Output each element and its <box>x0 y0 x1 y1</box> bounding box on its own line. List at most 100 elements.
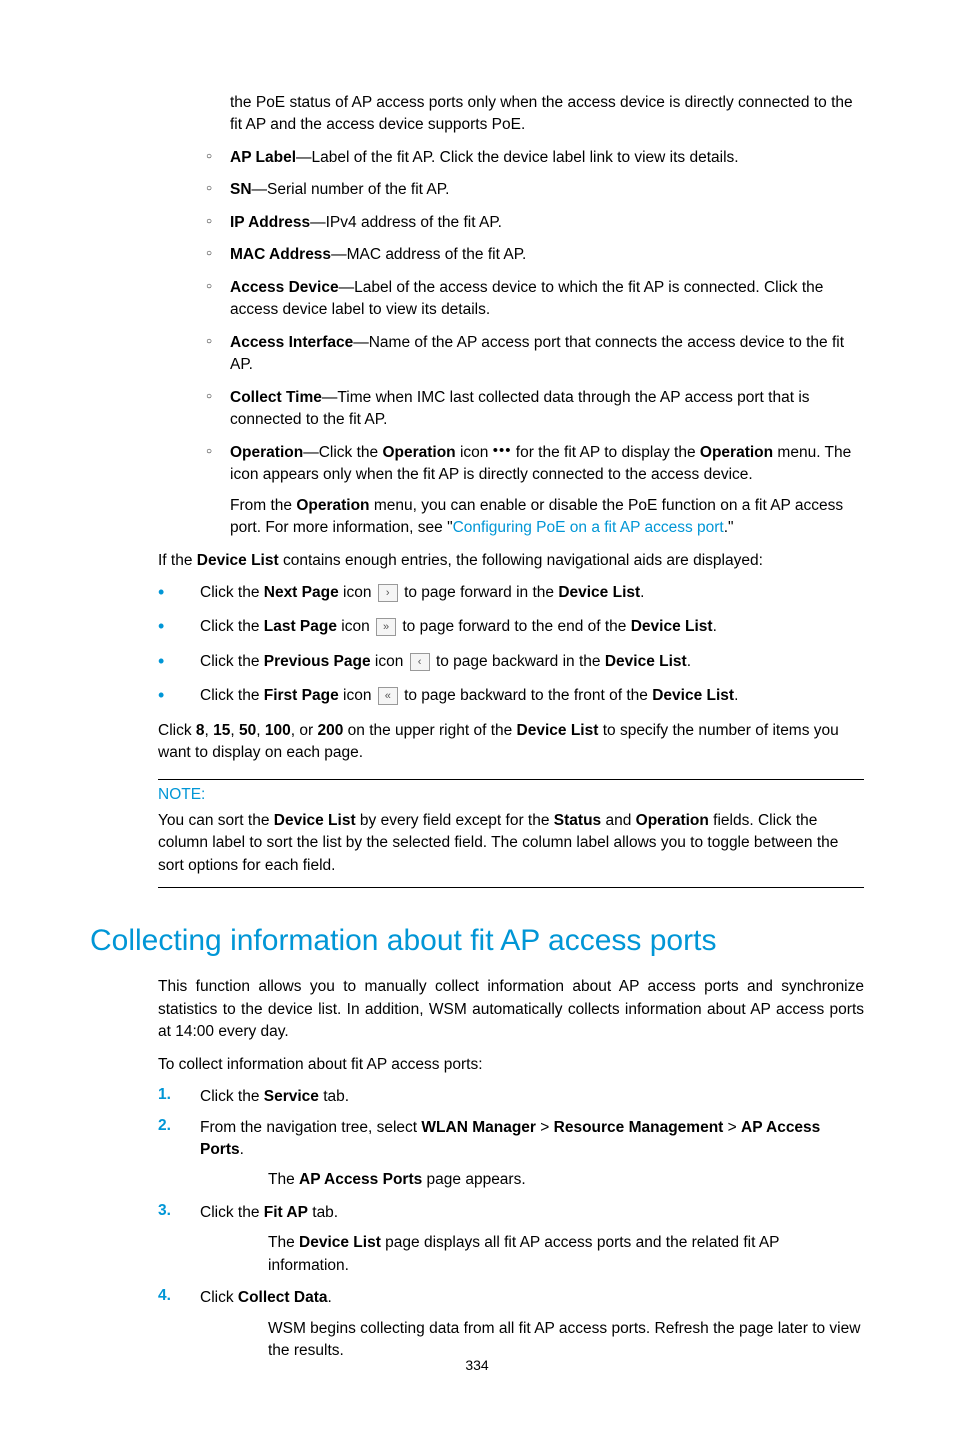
body-p2: To collect information about fit AP acce… <box>158 1054 864 1076</box>
s2cc: page appears. <box>422 1171 525 1188</box>
s2g2: > <box>723 1119 741 1136</box>
field-text: MAC Address—MAC address of the fit AP. <box>230 244 526 266</box>
nt-t2: Status <box>554 812 601 829</box>
note-box: NOTE: You can sort the Device List by ev… <box>158 779 864 888</box>
nav-item: •Click the Last Page icon » to page forw… <box>158 616 864 638</box>
field-item: ○SN—Serial number of the fit AP. <box>206 179 864 201</box>
operation-line1: Operation—Click the Operation icon ••• f… <box>230 442 864 487</box>
ni-a: If the <box>158 552 197 569</box>
nav-text: Click the Previous Page icon ‹ to page b… <box>200 651 691 673</box>
field-text: IP Address—IPv4 address of the fit AP. <box>230 212 502 234</box>
op2-a: From the <box>230 497 296 514</box>
op-t3: for the fit AP to display the <box>511 444 699 461</box>
nav-action: Previous Page <box>264 653 371 670</box>
s2p1: WLAN Manager <box>421 1119 536 1136</box>
step1-num: 1. <box>158 1086 200 1104</box>
paging-para: Click 8, 15, 50, 100, or 200 on the uppe… <box>158 720 864 765</box>
step1-text: Click the Service tab. <box>200 1086 349 1108</box>
step-1: 1. Click the Service tab. <box>158 1086 864 1108</box>
step3-cont: The Device List page displays all fit AP… <box>268 1232 864 1277</box>
continuation-text: the PoE status of AP access ports only w… <box>230 92 864 137</box>
s3ca: The <box>268 1234 299 1251</box>
s1b: Service <box>264 1088 319 1105</box>
field-term: SN <box>230 181 252 198</box>
section-heading: Collecting information about fit AP acce… <box>90 924 864 958</box>
field-item: ○Collect Time—Time when IMC last collect… <box>206 387 864 432</box>
page-nav-icon: › <box>378 584 398 602</box>
nt-t3: Operation <box>636 812 709 829</box>
step2-text: From the navigation tree, select WLAN Ma… <box>200 1117 864 1162</box>
field-text: Collect Time—Time when IMC last collecte… <box>230 387 864 432</box>
s2a: From the navigation tree, select <box>200 1119 421 1136</box>
field-item: ○Access Device—Label of the access devic… <box>206 277 864 322</box>
nav-action: Last Page <box>264 618 337 635</box>
bullet-circle-icon: ○ <box>206 179 230 194</box>
bullet-circle-icon: ○ <box>206 212 230 227</box>
bullet-circle-icon: ○ <box>206 277 230 292</box>
nav-target: Device List <box>558 584 640 601</box>
pg-n3: 50 <box>239 722 256 739</box>
nav-target: Device List <box>631 618 713 635</box>
s4a: Click <box>200 1289 238 1306</box>
nav-action: Next Page <box>264 584 339 601</box>
operation-item-wrap: ○ Operation—Click the Operation icon •••… <box>206 442 864 540</box>
bullet-circle-icon: ○ <box>206 332 230 347</box>
more-dots-icon: ••• <box>493 443 512 458</box>
nav-target: Device List <box>652 687 734 704</box>
field-item: ○AP Label—Label of the fit AP. Click the… <box>206 147 864 169</box>
nav-item: •Click the Next Page icon › to page forw… <box>158 582 864 604</box>
step-4: 4. Click Collect Data. <box>158 1287 864 1309</box>
nt-t1: Device List <box>274 812 356 829</box>
field-item: ○MAC Address—MAC address of the fit AP. <box>206 244 864 266</box>
s1c: tab. <box>319 1088 349 1105</box>
s3b: Fit AP <box>264 1204 308 1221</box>
pg-t: Device List <box>517 722 599 739</box>
document-page: the PoE status of AP access ports only w… <box>0 0 954 1433</box>
page-nav-icon: ‹ <box>410 653 430 671</box>
s1a: Click the <box>200 1088 264 1105</box>
s3a: Click the <box>200 1204 264 1221</box>
s3c: tab. <box>308 1204 338 1221</box>
op2-menu: Operation <box>296 497 369 514</box>
nt-a: You can sort the <box>158 812 274 829</box>
s2p2: Resource Management <box>554 1119 724 1136</box>
op-menu-label: Operation <box>700 444 773 461</box>
step4-text: Click Collect Data. <box>200 1287 332 1309</box>
field-text: AP Label—Label of the fit AP. Click the … <box>230 147 739 169</box>
note-title: NOTE: <box>158 786 864 804</box>
s4c: . <box>327 1289 331 1306</box>
nt-b: by every field except for the <box>356 812 554 829</box>
field-item: ○Access Interface—Name of the AP access … <box>206 332 864 377</box>
field-item: ○IP Address—IPv4 address of the fit AP. <box>206 212 864 234</box>
field-term: Access Interface <box>230 334 353 351</box>
step4-num: 4. <box>158 1287 200 1305</box>
body-p1: This function allows you to manually col… <box>158 976 864 1043</box>
s2ca: The <box>268 1171 299 1188</box>
op-t1: —Click the <box>303 444 382 461</box>
operation-item: ○ Operation—Click the Operation icon •••… <box>206 442 864 540</box>
bullet-circle-icon: ○ <box>206 244 230 259</box>
bullet-circle-icon: ○ <box>206 442 230 457</box>
term-operation: Operation <box>230 444 303 461</box>
field-term: AP Label <box>230 149 296 166</box>
bullet-circle-icon: ○ <box>206 147 230 162</box>
pg-n1: 8 <box>196 722 205 739</box>
nav-list: •Click the Next Page icon › to page forw… <box>158 582 864 708</box>
step2-num: 2. <box>158 1117 200 1135</box>
pg-a: Click <box>158 722 196 739</box>
op-icon-label: Operation <box>382 444 455 461</box>
bullet-dot-icon: • <box>158 582 200 604</box>
page-nav-icon: « <box>378 687 398 705</box>
bullet-dot-icon: • <box>158 685 200 707</box>
nav-target: Device List <box>605 653 687 670</box>
page-number: 334 <box>0 1357 954 1373</box>
step-3: 3. Click the Fit AP tab. <box>158 1202 864 1224</box>
poe-config-link[interactable]: Configuring PoE on a fit AP access port <box>453 519 724 536</box>
field-term: Access Device <box>230 279 339 296</box>
bullet-circle-icon: ○ <box>206 387 230 402</box>
pg-b: on the upper right of the <box>343 722 516 739</box>
nav-intro: If the Device List contains enough entri… <box>158 550 864 572</box>
step-2: 2. From the navigation tree, select WLAN… <box>158 1117 864 1162</box>
field-term: Collect Time <box>230 389 322 406</box>
page-nav-icon: » <box>376 618 396 636</box>
